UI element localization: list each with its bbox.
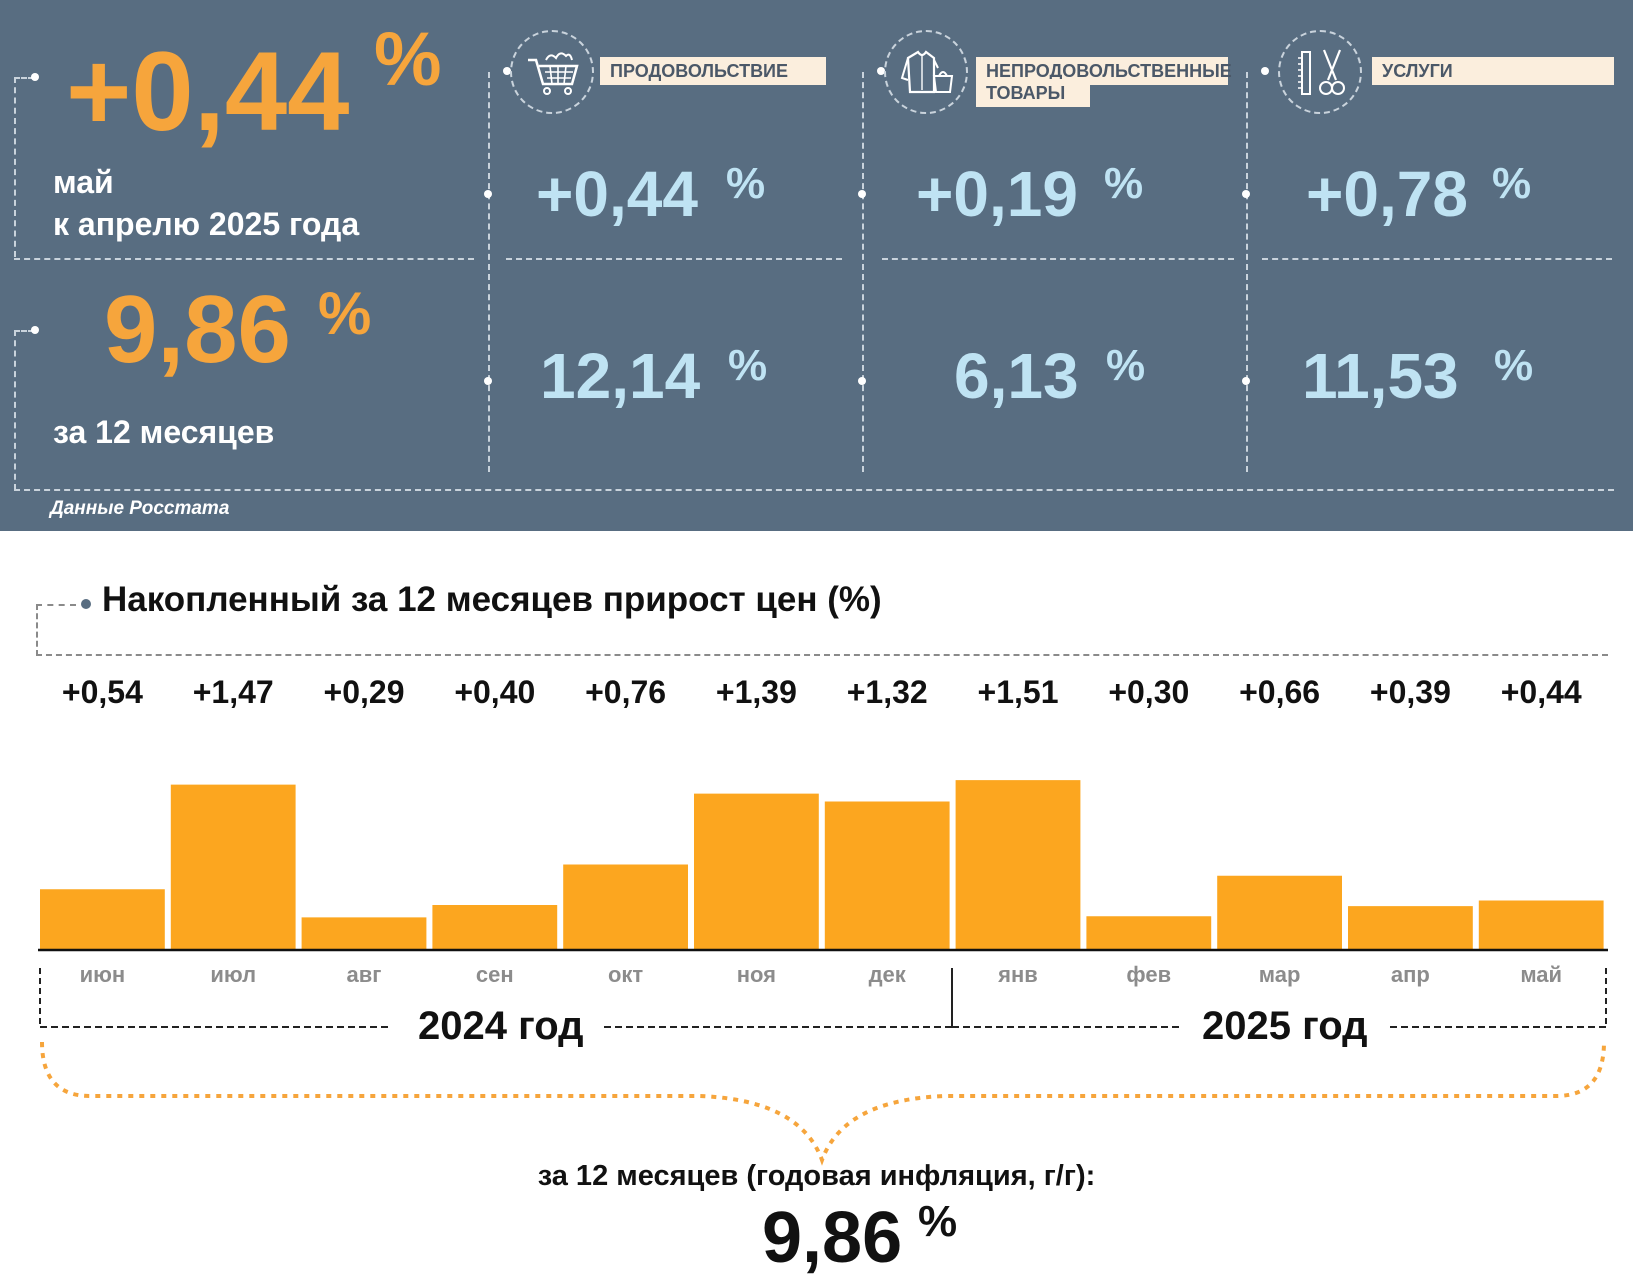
month-label: окт [607, 962, 644, 987]
column-divider [1246, 72, 1248, 472]
summary-panel: +0,44 % май к апрелю 2025 года 9,86 % за… [0, 0, 1633, 531]
yoy-caption: за 12 месяцев [53, 414, 275, 450]
category-label-services: УСЛУГИ [1372, 57, 1614, 85]
bar-9 [1217, 875, 1342, 950]
nonfood-yoy-unit: % [1106, 341, 1146, 390]
bar-2 [301, 917, 427, 950]
mom-caption-month: май [53, 164, 114, 200]
month-label: май [1520, 962, 1563, 987]
month-label: фев [1126, 962, 1172, 987]
value-label: +0,39 [1369, 674, 1451, 710]
value-label: +1,32 [846, 674, 928, 710]
chart-title: Накопленный за 12 месяцев прирост цен (%… [102, 580, 882, 619]
month-label: авг [346, 962, 382, 987]
month-label: янв [998, 962, 1038, 987]
guide-dot [503, 67, 511, 75]
summary-brace [40, 1041, 1606, 1166]
guide-dot [1242, 377, 1250, 385]
year-label-2025: 2025 год [1202, 1004, 1368, 1048]
clothing-bag-icon [884, 30, 968, 114]
bar-6 [824, 801, 950, 950]
summary-caption: за 12 месяцев (годовая инфляция, г/г): [537, 1160, 1096, 1192]
row-divider [882, 258, 1234, 260]
services-yoy-unit: % [1494, 341, 1534, 390]
source-note: Данные Росстата [50, 498, 230, 519]
value-label: +1,51 [977, 674, 1059, 710]
yoy-headline-unit: % [318, 280, 372, 347]
guide-line [14, 258, 474, 260]
services-yoy-value: 11,53 [1302, 340, 1459, 412]
mom-headline-unit: % [374, 17, 442, 102]
mom-caption-base: к апрелю 2025 года [53, 206, 360, 242]
row-divider [1262, 258, 1612, 260]
bars [40, 780, 1604, 950]
guide-line [36, 654, 1608, 656]
month-label: дек [868, 962, 906, 987]
value-label: +0,40 [454, 674, 536, 710]
value-label: +0,66 [1239, 674, 1321, 710]
column-divider [862, 72, 864, 472]
guide-line [14, 77, 34, 79]
guide-dot [858, 377, 866, 385]
month-label: сен [475, 962, 514, 987]
bar-5 [694, 793, 819, 950]
guide-dot [1242, 190, 1250, 198]
bar-3 [432, 905, 558, 950]
bar-8 [1086, 916, 1212, 950]
food-mom-unit: % [726, 159, 766, 208]
comb-scissors-icon [1278, 30, 1362, 114]
value-label: +0,76 [585, 674, 667, 710]
month-label: ноя [736, 962, 777, 987]
value-label: +0,30 [1108, 674, 1190, 710]
value-label: +0,29 [323, 674, 405, 710]
year-label-2024: 2024 год [418, 1004, 584, 1048]
food-yoy-value: 12,14 [540, 340, 701, 412]
guide-dot [877, 67, 885, 75]
column-divider [488, 72, 490, 472]
summary-unit: % [918, 1197, 958, 1246]
services-mom-value: +0,78 [1306, 158, 1468, 230]
guide-dot [1261, 67, 1269, 75]
yoy-headline-value: 9,86 [104, 276, 291, 383]
bar-4 [563, 864, 688, 950]
guide-line [14, 489, 1614, 491]
bar-1 [170, 784, 296, 950]
food-mom-value: +0,44 [536, 158, 698, 230]
services-mom-unit: % [1492, 159, 1532, 208]
guide-dot [31, 326, 39, 334]
value-label: +1,39 [715, 674, 797, 710]
category-label-nonfood-line2: ТОВАРЫ [976, 79, 1090, 107]
bar-7 [955, 780, 1081, 950]
mom-headline-value: +0,44 [66, 29, 350, 154]
row-divider [506, 258, 842, 260]
guide-dot [31, 73, 39, 81]
guide-line [36, 604, 76, 606]
title-dot [81, 599, 91, 609]
nonfood-mom-unit: % [1104, 159, 1144, 208]
nonfood-mom-value: +0,19 [916, 158, 1078, 230]
guide-line [14, 330, 34, 332]
food-yoy-unit: % [728, 341, 768, 390]
shopping-cart-icon [510, 30, 594, 114]
guide-dot [858, 190, 866, 198]
bar-11 [1478, 900, 1604, 950]
summary-value: 9,86 [762, 1198, 903, 1278]
guide-line [14, 77, 16, 257]
bar-0 [40, 889, 165, 950]
category-label-food: ПРОДОВОЛЬСТВИЕ [600, 57, 826, 85]
month-label: апр [1390, 962, 1430, 987]
month-label: июл [210, 962, 257, 987]
guide-line [36, 604, 38, 656]
month-label: мар [1258, 962, 1301, 987]
value-label: +0,54 [61, 674, 143, 710]
value-label: +0,44 [1500, 674, 1582, 710]
guide-dot [484, 377, 492, 385]
guide-line [14, 330, 16, 490]
value-label: +1,47 [192, 674, 274, 710]
guide-dot [484, 190, 492, 198]
month-label: июн [79, 962, 126, 987]
nonfood-yoy-value: 6,13 [954, 340, 1079, 412]
bar-10 [1348, 906, 1473, 950]
